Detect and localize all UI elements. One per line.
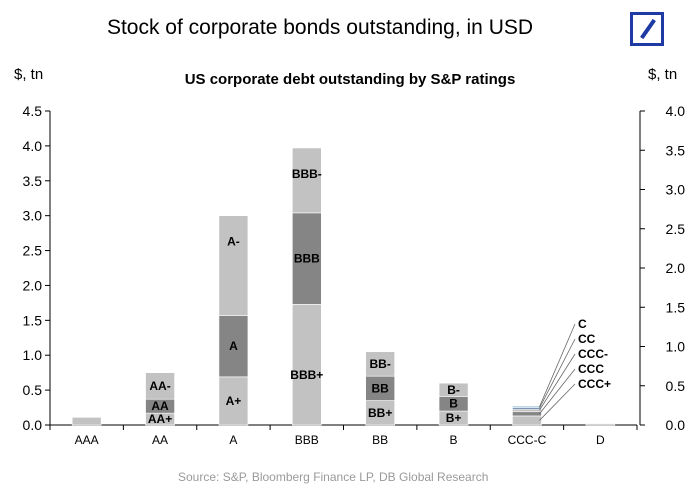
callout-leader-line — [539, 323, 576, 408]
segment-label: B — [449, 397, 458, 411]
left-tick-label: 2.0 — [23, 277, 43, 293]
segment-label: BBB — [294, 252, 320, 266]
bar-segment — [292, 303, 322, 426]
bar-segment — [512, 411, 542, 417]
left-tick-label: 0.5 — [23, 382, 43, 398]
right-tick-label: 0.5 — [666, 378, 686, 394]
right-tick-label: 3.0 — [666, 182, 686, 198]
bar-segment — [292, 212, 322, 305]
page-title: Stock of corporate bonds outstanding, in… — [106, 16, 534, 39]
segment-label: BB- — [370, 357, 391, 371]
callout-label: CC — [578, 332, 596, 346]
chart-title: US corporate debt outstanding by S&P rat… — [185, 71, 516, 88]
segment-label: AA+ — [148, 412, 172, 426]
bar-segment — [512, 415, 542, 426]
callout-leader-line — [539, 383, 576, 421]
bar-segment — [585, 423, 616, 426]
left-tick-label: 4.5 — [23, 103, 43, 119]
callout-leader-line — [539, 368, 576, 415]
left-tick-label: 1.0 — [23, 347, 43, 363]
left-tick-label: 3.0 — [23, 208, 43, 224]
left-axis-unit: $, tn — [14, 66, 43, 83]
segment-label: BBB+ — [290, 368, 323, 382]
callout-label: C — [578, 317, 587, 331]
callout-label: CCC — [578, 362, 604, 376]
x-tick-label: CCC-C — [508, 433, 547, 447]
segment-label: AA- — [149, 379, 170, 393]
segment-label: AA — [151, 399, 169, 413]
x-tick-label: AAA — [75, 433, 99, 447]
segment-label: A- — [227, 235, 240, 249]
callout-leader-line — [539, 338, 576, 409]
bar-segment — [512, 405, 542, 408]
segment-label: B- — [447, 383, 460, 397]
left-tick-label: 0.0 — [23, 417, 43, 433]
bar-segment — [292, 147, 322, 214]
callout-label: CCC+ — [578, 377, 611, 391]
x-tick-label: D — [596, 433, 605, 447]
callout-leader-line — [539, 353, 576, 411]
segment-label: A+ — [226, 394, 242, 408]
bar-segment — [218, 215, 249, 316]
x-tick-label: B — [450, 433, 458, 447]
right-tick-label: 0.0 — [666, 417, 686, 433]
deutsche-bank-logo — [630, 12, 664, 46]
x-tick-label: AA — [152, 433, 168, 447]
segment-label: A — [229, 339, 238, 353]
bar-segment — [365, 375, 395, 401]
left-tick-label: 4.0 — [23, 138, 43, 154]
segment-label: B+ — [446, 411, 462, 425]
bar-segment — [71, 417, 102, 426]
bar-segment — [218, 315, 249, 378]
right-tick-label: 1.0 — [666, 339, 686, 355]
left-tick-label: 3.5 — [23, 173, 43, 189]
x-tick-label: BB — [372, 433, 388, 447]
segment-label: BB+ — [368, 406, 392, 420]
bar-segment — [512, 408, 542, 413]
bar-segment — [438, 382, 469, 397]
bar-segment — [365, 351, 395, 377]
right-axis-unit: $, tn — [648, 66, 677, 83]
callout-label: CCC- — [578, 347, 608, 361]
source-note: Source: S&P, Bloomberg Finance LP, DB Gl… — [178, 470, 488, 484]
bar-segment — [145, 372, 175, 400]
right-tick-label: 3.5 — [666, 142, 686, 158]
segment-label: BB — [372, 381, 390, 395]
left-tick-label: 1.5 — [23, 312, 43, 328]
right-tick-label: 2.0 — [666, 260, 686, 276]
x-tick-label: BBB — [295, 433, 319, 447]
right-tick-label: 1.5 — [666, 299, 686, 315]
x-tick-label: A — [229, 433, 237, 447]
axes: 0.0 0.5 1.0 1.5 2.0 2.5 3.0 3.5 4.0 4.5 0.0 0.5 1.0 1… — [23, 103, 686, 447]
left-tick-label: 2.5 — [23, 243, 43, 259]
right-tick-label: 4.0 — [666, 103, 686, 119]
segment-label: BBB- — [292, 167, 322, 181]
right-tick-label: 2.5 — [666, 221, 686, 237]
